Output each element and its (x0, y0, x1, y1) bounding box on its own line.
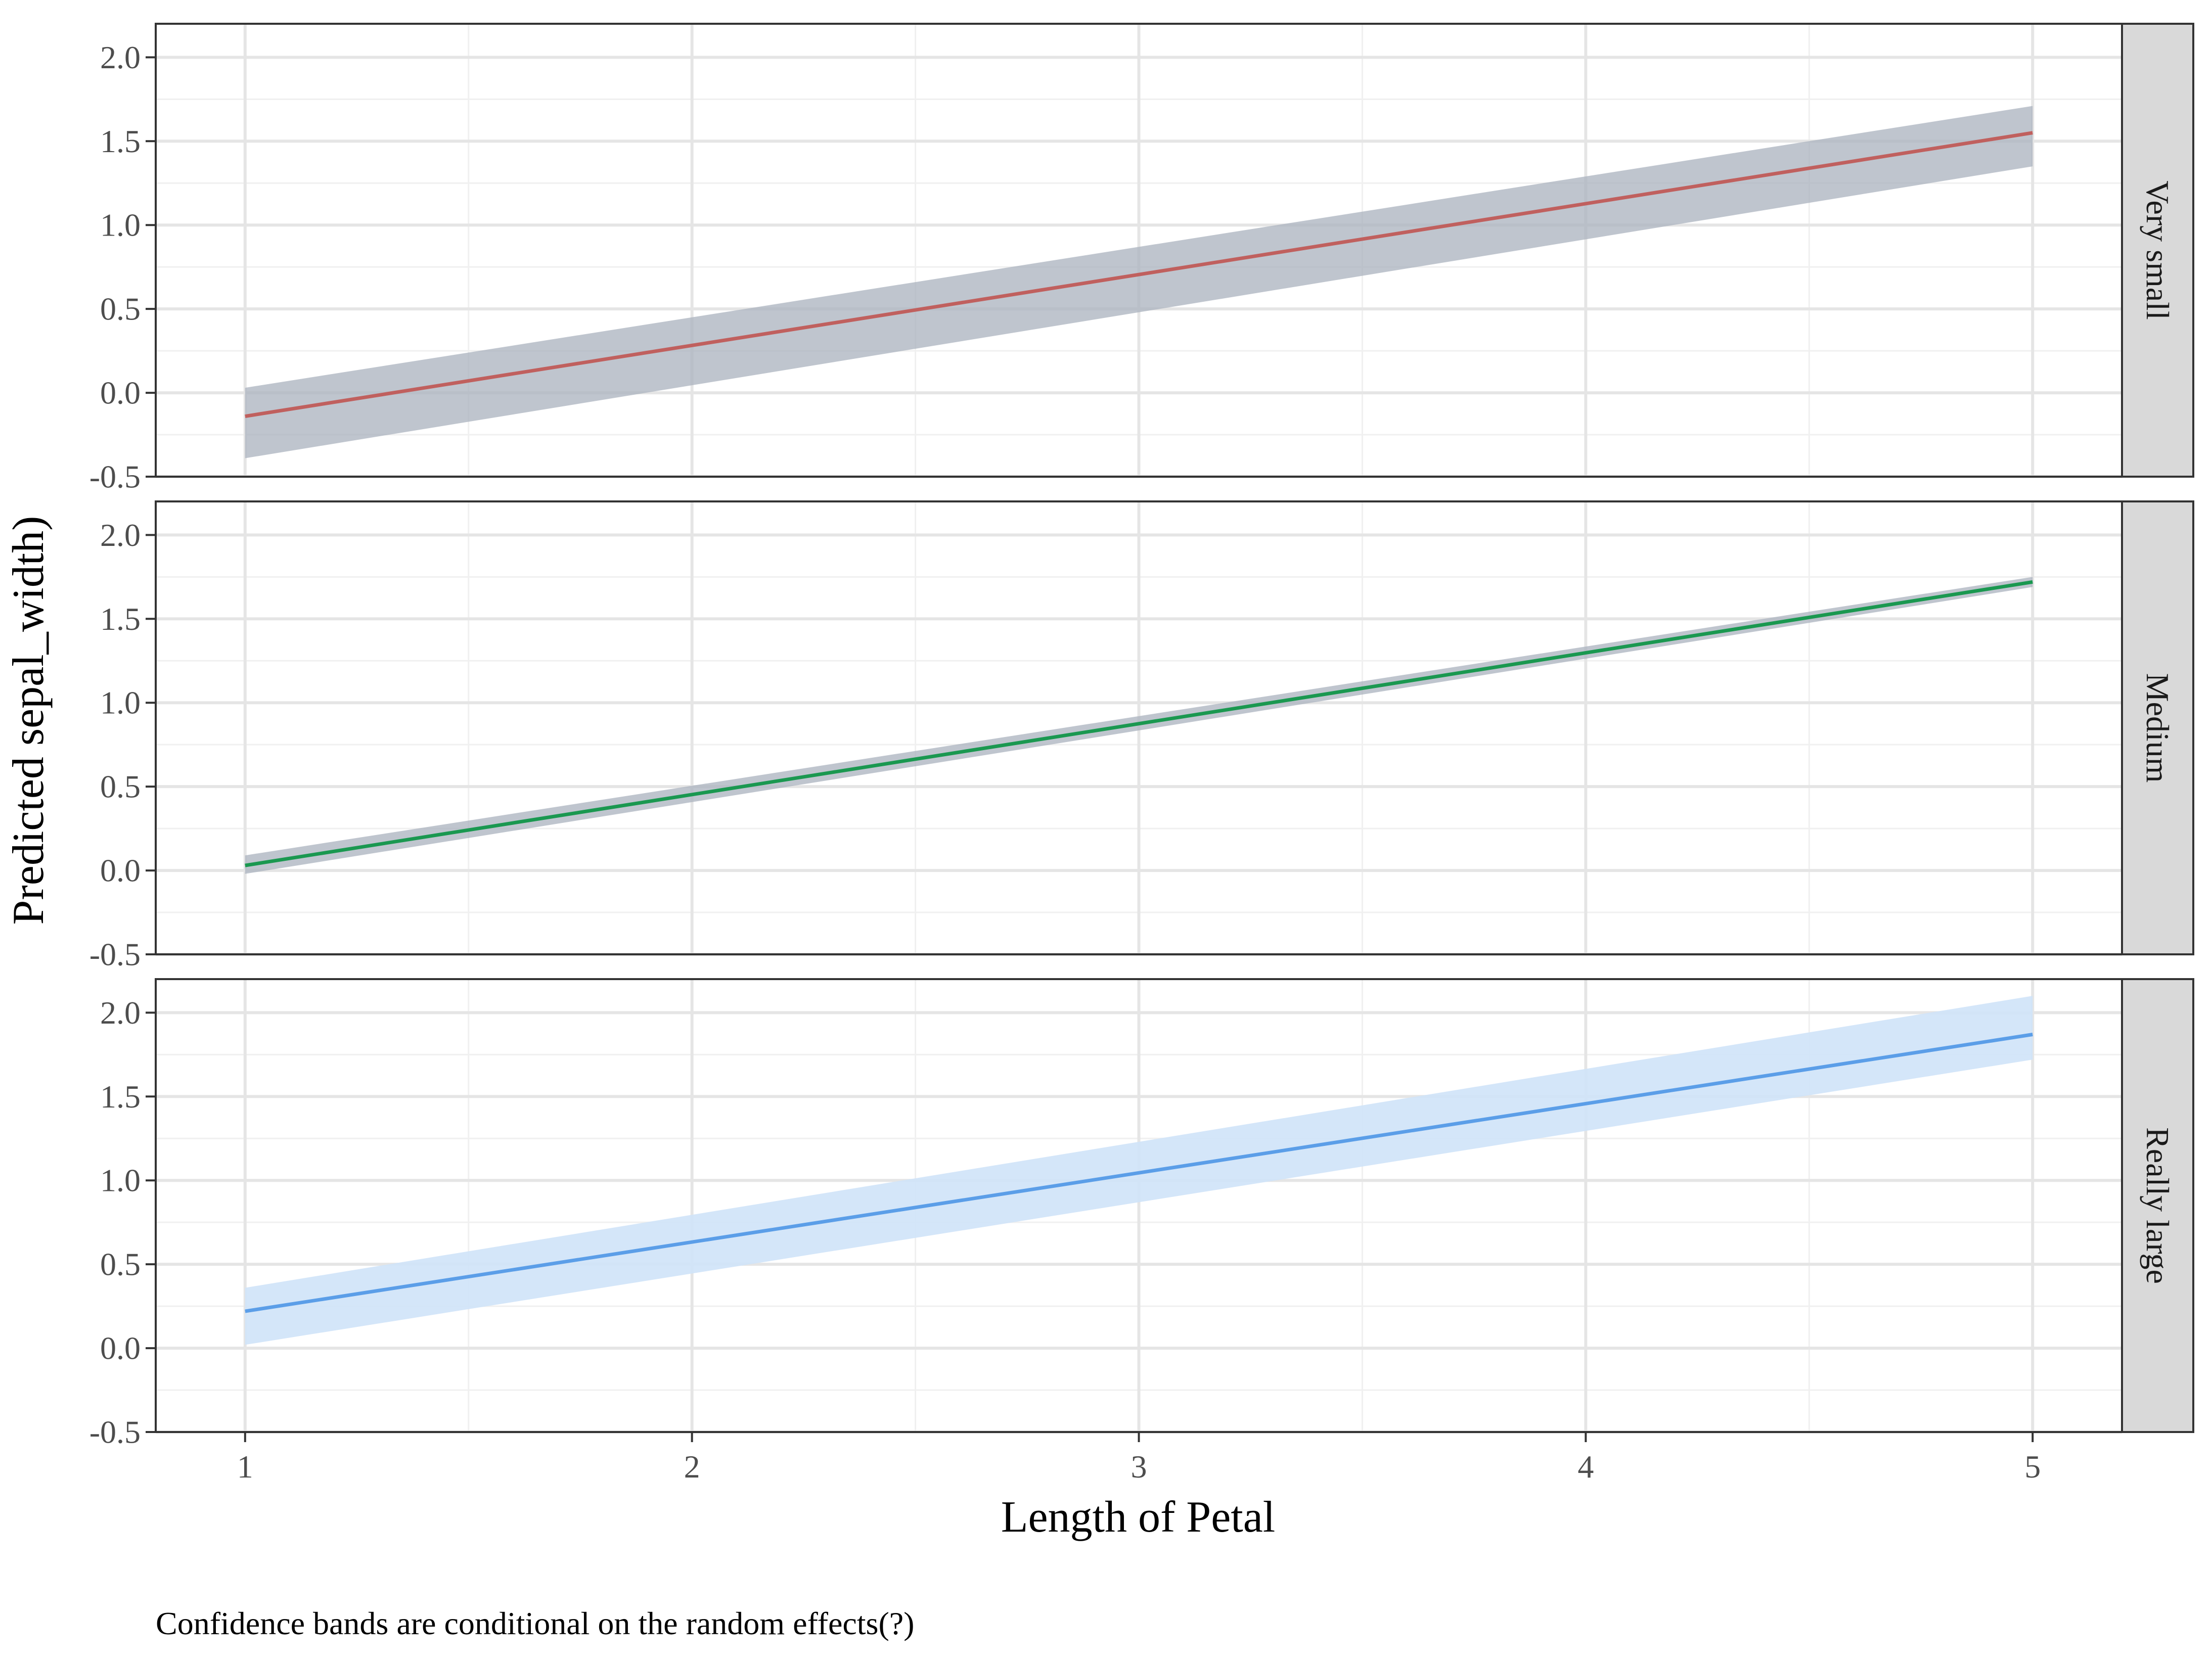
facet-strip-label: Really large (2140, 1127, 2176, 1284)
facet-strip-label: Very small (2140, 180, 2176, 320)
x-tick-label: 5 (2024, 1449, 2041, 1485)
series-line (245, 580, 2033, 867)
y-tick-label: 2.0 (100, 995, 141, 1031)
chart-caption: Confidence bands are conditional on the … (156, 1605, 914, 1641)
x-tick-label: 4 (1577, 1449, 1594, 1485)
y-tick-label: 1.0 (100, 207, 141, 243)
x-tick-label: 2 (684, 1449, 700, 1485)
y-tick-label: 2.0 (100, 39, 141, 75)
confidence-band (245, 996, 2033, 1345)
y-tick-label: -0.5 (89, 459, 141, 495)
y-tick-label: 0.0 (100, 853, 141, 889)
y-tick-label: 0.5 (100, 769, 141, 805)
y-tick-label: 1.0 (100, 1163, 141, 1198)
x-tick-label: 1 (237, 1449, 253, 1485)
y-tick-label: 1.5 (100, 1079, 141, 1115)
y-tick-label: 2.0 (100, 517, 141, 553)
facet-strip (2121, 500, 2194, 955)
facet-strip (2121, 978, 2194, 1433)
x-axis-title: Length of Petal (1001, 1493, 1276, 1542)
y-tick-label: 0.0 (100, 375, 141, 411)
facet-panel-3: Really large -0.5 0.0 0.5 1.0 1.5 2.0 (89, 978, 2194, 1450)
y-tick-label: -0.5 (89, 1414, 141, 1450)
facet-panel-1: Very small -0.5 0.0 0.5 1.0 1.5 2.0 (89, 23, 2194, 495)
y-tick-label: 0.5 (100, 1247, 141, 1282)
facet-panel-2: Medium -0.5 0.0 0.5 1.0 1.5 2.0 (89, 500, 2194, 973)
facet-strip-label: Medium (2140, 673, 2176, 783)
y-tick-label: 1.5 (100, 123, 141, 159)
y-tick-label: 1.0 (100, 685, 141, 721)
y-axis-title: Predicted sepal_width) (4, 516, 53, 925)
y-tick-label: 0.5 (100, 291, 141, 327)
x-tick-label: 3 (1131, 1449, 1147, 1485)
y-tick-label: 1.5 (100, 601, 141, 637)
confidence-band (245, 106, 2033, 458)
facet-strip (2121, 23, 2194, 478)
y-tick-label: -0.5 (89, 937, 141, 973)
y-tick-label: 0.0 (100, 1330, 141, 1366)
series-line (245, 1033, 2033, 1313)
series-line (245, 131, 2033, 418)
x-axis: 1 2 3 4 5 (237, 1432, 2041, 1485)
